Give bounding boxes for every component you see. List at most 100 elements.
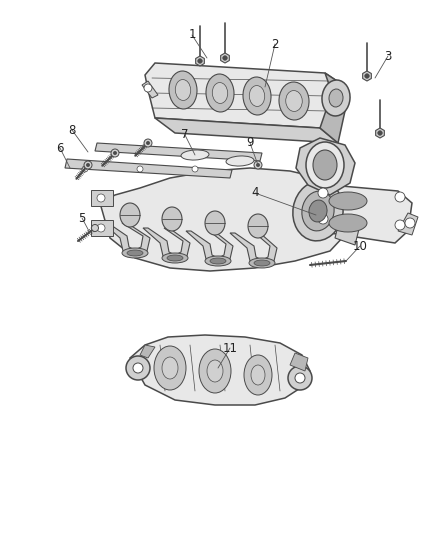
Circle shape — [318, 214, 328, 224]
Polygon shape — [230, 233, 277, 265]
Circle shape — [256, 164, 260, 167]
Ellipse shape — [205, 211, 225, 235]
Ellipse shape — [154, 346, 186, 390]
Text: 3: 3 — [384, 50, 392, 62]
Circle shape — [223, 56, 227, 60]
Circle shape — [86, 164, 90, 167]
Ellipse shape — [212, 83, 228, 103]
Text: 6: 6 — [56, 141, 64, 155]
Circle shape — [198, 59, 202, 63]
Ellipse shape — [251, 365, 265, 385]
Ellipse shape — [249, 86, 265, 107]
Ellipse shape — [206, 74, 234, 112]
Circle shape — [146, 141, 150, 144]
Circle shape — [144, 139, 152, 147]
Circle shape — [192, 166, 198, 172]
Polygon shape — [145, 63, 340, 128]
Polygon shape — [95, 143, 262, 161]
Circle shape — [133, 363, 143, 373]
Polygon shape — [320, 73, 345, 143]
Circle shape — [111, 149, 119, 157]
Circle shape — [84, 161, 92, 169]
Circle shape — [126, 356, 150, 380]
Ellipse shape — [243, 77, 271, 115]
Ellipse shape — [309, 200, 327, 222]
Ellipse shape — [207, 360, 223, 382]
Text: 1: 1 — [188, 28, 196, 42]
Ellipse shape — [205, 256, 231, 266]
Circle shape — [113, 151, 117, 155]
Circle shape — [144, 84, 152, 92]
Circle shape — [92, 224, 99, 231]
Circle shape — [405, 218, 415, 228]
Text: 11: 11 — [223, 342, 237, 354]
Polygon shape — [376, 128, 384, 138]
Polygon shape — [103, 223, 150, 255]
Ellipse shape — [167, 255, 183, 261]
Ellipse shape — [254, 260, 270, 266]
Ellipse shape — [329, 89, 343, 107]
Circle shape — [365, 74, 369, 78]
Circle shape — [137, 166, 143, 172]
Ellipse shape — [244, 355, 272, 395]
Ellipse shape — [169, 71, 197, 109]
Text: 4: 4 — [251, 187, 259, 199]
Circle shape — [82, 166, 88, 172]
Circle shape — [288, 366, 312, 390]
Ellipse shape — [162, 357, 178, 379]
Ellipse shape — [162, 207, 182, 231]
Polygon shape — [316, 185, 412, 243]
Polygon shape — [296, 138, 355, 195]
Polygon shape — [155, 118, 338, 143]
Text: 2: 2 — [271, 37, 279, 51]
Circle shape — [318, 188, 328, 198]
Polygon shape — [221, 53, 230, 63]
Ellipse shape — [175, 79, 191, 100]
Circle shape — [378, 131, 382, 135]
Ellipse shape — [181, 150, 209, 160]
Text: 8: 8 — [68, 124, 76, 136]
Ellipse shape — [293, 181, 343, 241]
Polygon shape — [196, 56, 205, 66]
Polygon shape — [100, 168, 348, 271]
Polygon shape — [130, 335, 310, 405]
Ellipse shape — [302, 191, 334, 231]
Circle shape — [97, 224, 105, 232]
Polygon shape — [65, 159, 232, 178]
Ellipse shape — [248, 214, 268, 238]
Ellipse shape — [210, 258, 226, 264]
Circle shape — [395, 192, 405, 202]
Text: 9: 9 — [246, 136, 254, 149]
Ellipse shape — [329, 214, 367, 232]
Circle shape — [97, 194, 105, 202]
Ellipse shape — [322, 80, 350, 116]
Ellipse shape — [306, 142, 344, 188]
Circle shape — [395, 220, 405, 230]
Circle shape — [295, 373, 305, 383]
Ellipse shape — [286, 91, 302, 111]
Polygon shape — [290, 353, 308, 371]
Ellipse shape — [199, 349, 231, 393]
Ellipse shape — [249, 258, 275, 268]
Polygon shape — [398, 213, 418, 235]
Polygon shape — [335, 218, 360, 245]
Ellipse shape — [313, 150, 337, 180]
Ellipse shape — [279, 82, 309, 120]
Ellipse shape — [122, 248, 148, 258]
Polygon shape — [140, 345, 155, 358]
Circle shape — [254, 161, 262, 169]
Text: 10: 10 — [353, 239, 367, 253]
Ellipse shape — [329, 192, 367, 210]
Ellipse shape — [226, 156, 254, 166]
Ellipse shape — [162, 253, 188, 263]
Ellipse shape — [120, 203, 140, 227]
Polygon shape — [186, 231, 233, 263]
Polygon shape — [91, 220, 113, 236]
Polygon shape — [91, 190, 113, 206]
Text: 5: 5 — [78, 212, 86, 224]
Polygon shape — [143, 228, 190, 260]
Ellipse shape — [127, 250, 143, 256]
Text: 7: 7 — [181, 128, 189, 141]
Polygon shape — [142, 81, 158, 98]
Polygon shape — [363, 71, 371, 81]
